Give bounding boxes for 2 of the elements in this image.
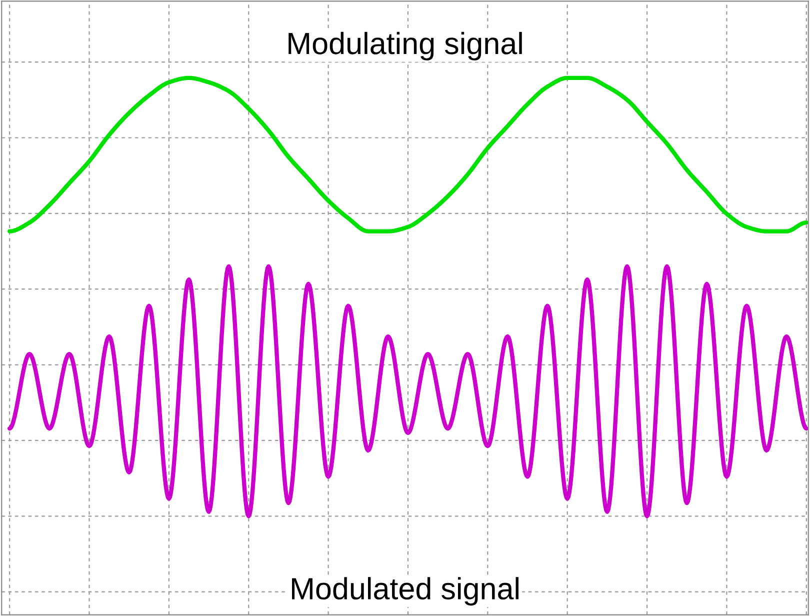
text: Modulating signal xyxy=(288,32,522,60)
text: Modulated signal xyxy=(292,577,518,606)
